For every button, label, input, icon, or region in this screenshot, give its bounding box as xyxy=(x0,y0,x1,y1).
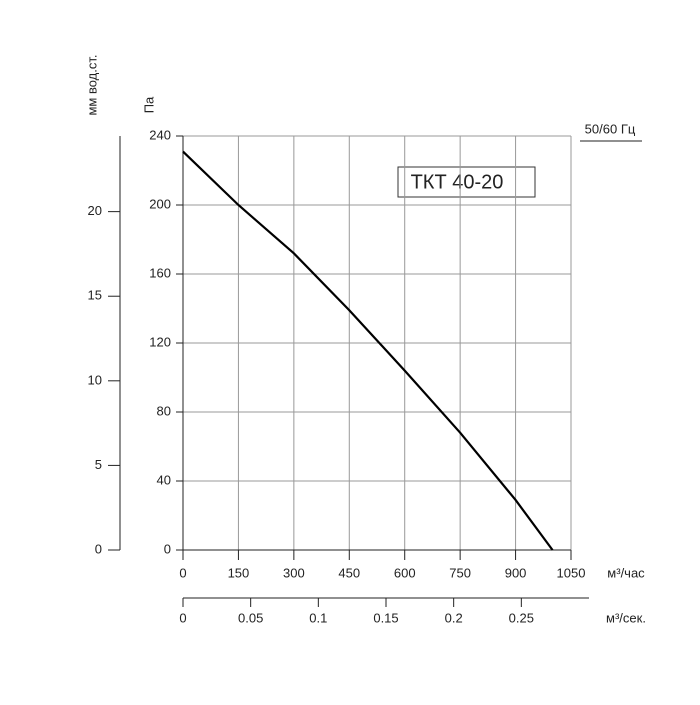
y-axis-label: Па xyxy=(141,96,156,113)
x2-tick-label: 0.05 xyxy=(238,610,263,625)
x2-tick-label: 0 xyxy=(179,610,186,625)
annotation-box xyxy=(397,166,536,198)
x-tick-label: 600 xyxy=(394,565,416,580)
x-tick-label: 150 xyxy=(228,565,250,580)
x-tick-label: 0 xyxy=(179,565,186,580)
curve xyxy=(182,150,554,551)
x-tick-label: 750 xyxy=(449,565,471,580)
y-tick-label: 200 xyxy=(149,196,171,211)
y-tick-label: 80 xyxy=(157,403,171,418)
y2-tick-label: 15 xyxy=(88,288,102,303)
y-tick-label: 120 xyxy=(149,334,171,349)
y2-tick-label: 10 xyxy=(88,372,102,387)
y-tick-label: 0 xyxy=(164,541,171,556)
x-tick-label: 300 xyxy=(283,565,305,580)
x2-axis-label: м³/сек. xyxy=(606,610,646,625)
x-tick-label: 450 xyxy=(338,565,360,580)
x-axis-label: м³/час xyxy=(607,565,645,580)
y2-tick-label: 0 xyxy=(95,541,102,556)
y-tick-label: 40 xyxy=(157,472,171,487)
x2-tick-label: 0.15 xyxy=(373,610,398,625)
frequency-label: 50/60 Гц xyxy=(585,121,636,136)
y-tick-label: 240 xyxy=(149,127,171,142)
y2-axis-label: мм вод.ст. xyxy=(84,54,99,115)
y2-tick-label: 5 xyxy=(95,457,102,472)
x-tick-label: 1050 xyxy=(557,565,586,580)
x2-tick-label: 0.1 xyxy=(309,610,327,625)
x2-tick-label: 0.25 xyxy=(509,610,534,625)
y-tick-label: 160 xyxy=(149,265,171,280)
annotation: ТКТ 40-20 xyxy=(411,171,504,193)
x-tick-label: 900 xyxy=(505,565,527,580)
y2-tick-label: 20 xyxy=(88,203,102,218)
x2-tick-label: 0.2 xyxy=(445,610,463,625)
